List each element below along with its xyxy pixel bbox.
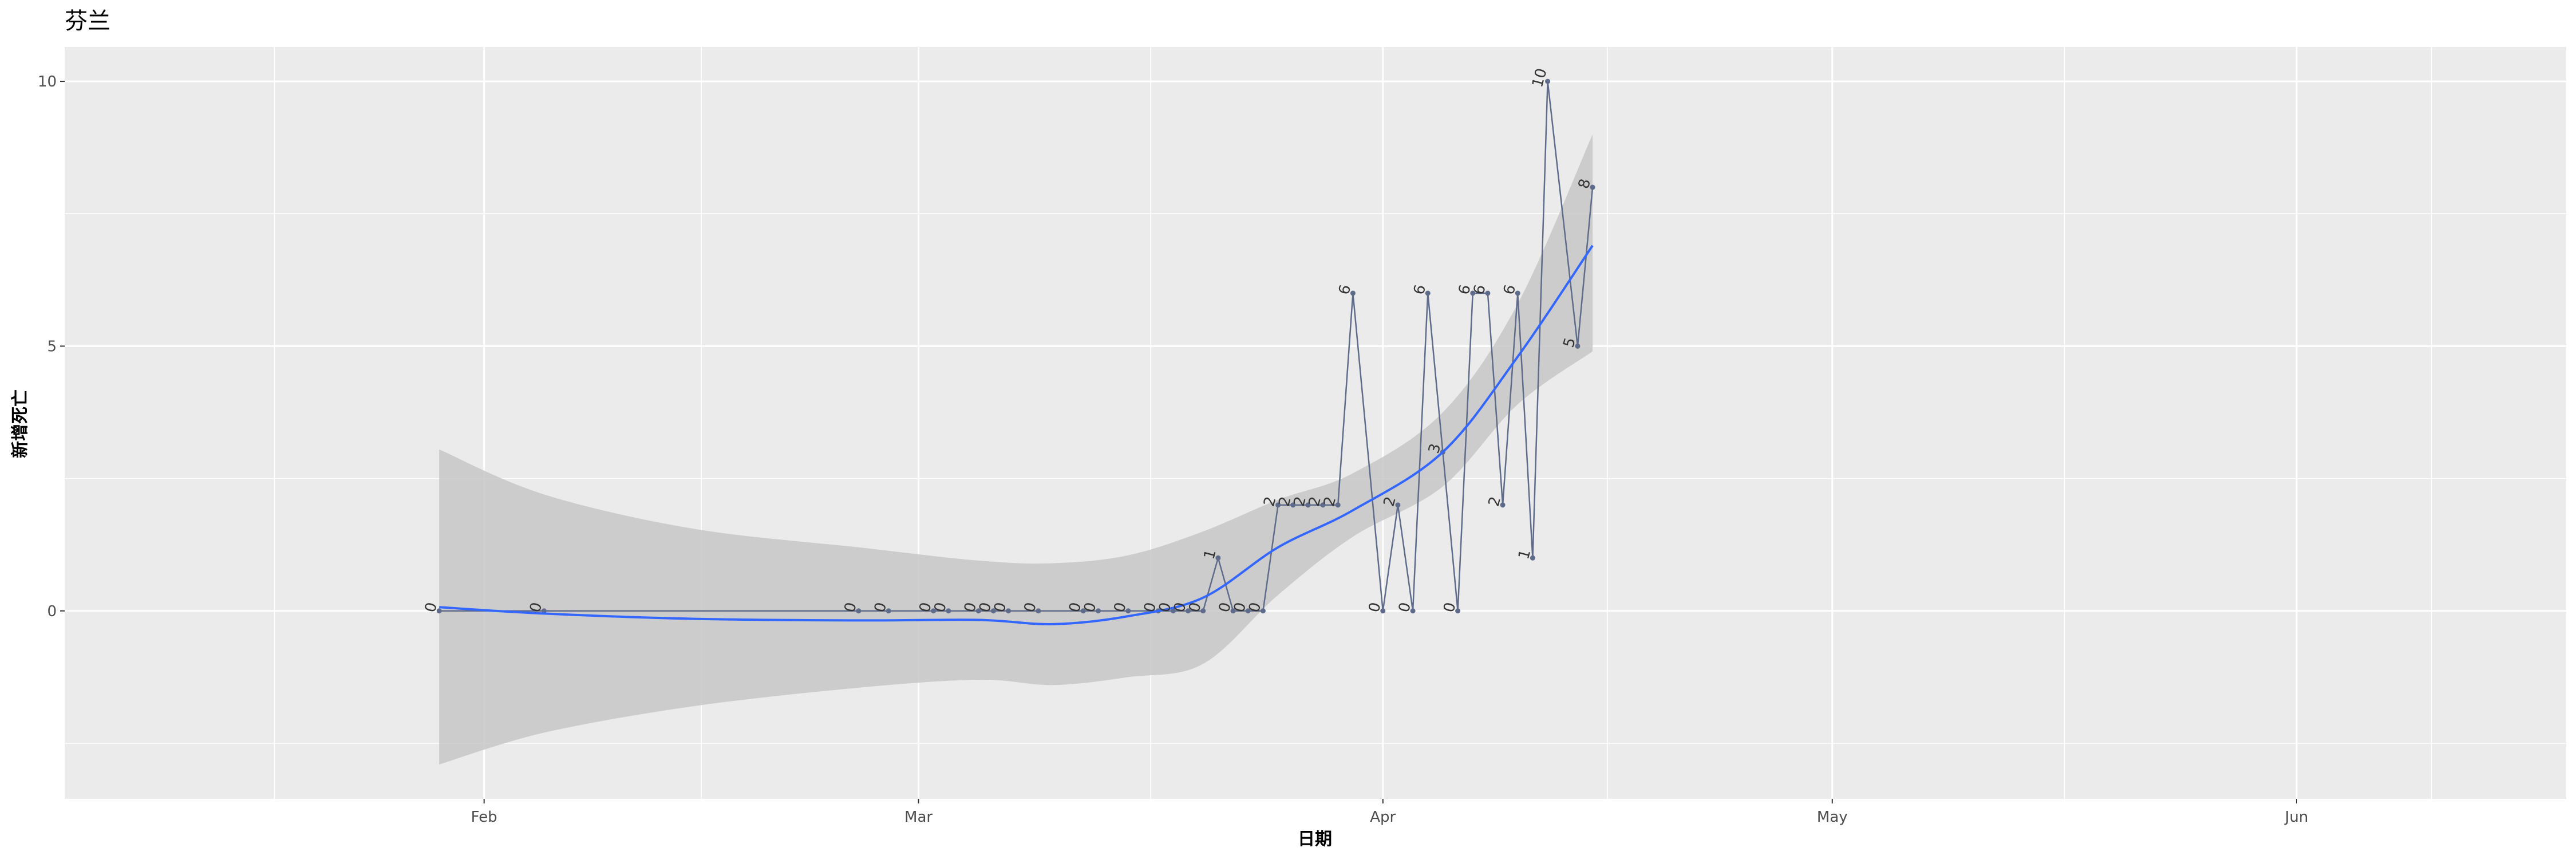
- data-label: 6: [1411, 283, 1429, 297]
- data-label: 0: [1440, 601, 1459, 614]
- data-label: 6: [1336, 283, 1354, 297]
- data-point: [1275, 502, 1281, 508]
- data-label: 0: [1156, 601, 1175, 614]
- confidence-ribbon: [439, 134, 1593, 765]
- data-point: [1425, 290, 1431, 296]
- data-label: 2: [1321, 495, 1340, 509]
- x-tick-label: Feb: [471, 809, 497, 826]
- data-point: [1590, 184, 1595, 190]
- data-point: [931, 608, 937, 614]
- data-label: 2: [1306, 495, 1325, 509]
- data-labels: 0 0 0 0 00 000 0 00 0 000010002222260206306626110…: [422, 66, 1594, 614]
- data-point: [1500, 502, 1506, 508]
- data-label: 2: [1381, 495, 1400, 509]
- data-point: [1575, 343, 1581, 349]
- data-point: [1335, 502, 1341, 508]
- data-label: 2: [1275, 495, 1294, 509]
- chart-title: 芬兰: [65, 8, 110, 34]
- data-point: [1125, 608, 1131, 614]
- y-tick-label: 0: [47, 603, 57, 620]
- data-label: 0: [991, 601, 1010, 614]
- data-point: [1470, 290, 1476, 296]
- data-point: [856, 608, 862, 614]
- data-label: 2: [1485, 495, 1504, 509]
- data-label: 0: [931, 601, 950, 614]
- x-axis-title: 日期: [1298, 829, 1332, 849]
- data-point: [990, 608, 996, 614]
- data-point: [1260, 608, 1266, 614]
- data-label: 0: [1365, 601, 1384, 614]
- data-point: [1200, 608, 1206, 614]
- data-label: 0: [1171, 601, 1190, 614]
- data-label: 0: [1396, 601, 1415, 614]
- data-point: [1485, 290, 1491, 296]
- data-point: [1545, 78, 1551, 84]
- data-point: [436, 608, 442, 614]
- data-label: 2: [1261, 495, 1279, 509]
- data-label: 0: [841, 601, 860, 614]
- data-label: 0: [1066, 601, 1085, 614]
- data-label: 6: [1455, 283, 1474, 297]
- data-point: [1410, 608, 1416, 614]
- x-tick-label: Jun: [2284, 809, 2309, 826]
- data-label: 0: [1216, 601, 1235, 614]
- data-label: 0: [871, 601, 890, 614]
- data-point: [886, 608, 891, 614]
- data-label: 0: [976, 601, 995, 614]
- data-point: [1350, 290, 1356, 296]
- y-axis: 0 5 10: [38, 73, 65, 620]
- data-point: [1230, 608, 1236, 614]
- data-label: 0: [1021, 601, 1040, 614]
- y-tick-label: 10: [38, 73, 57, 90]
- data-label: 0: [1081, 601, 1100, 614]
- data-label: 0: [1231, 601, 1250, 614]
- data-point: [946, 608, 951, 614]
- data-point: [1186, 608, 1191, 614]
- data-label: 0: [1141, 601, 1160, 614]
- data-label: 0: [1246, 601, 1265, 614]
- data-point: [1530, 555, 1535, 561]
- data-point: [1395, 502, 1401, 508]
- data-label: 1: [1515, 547, 1534, 561]
- x-axis: Feb Mar Apr May Jun: [471, 799, 2309, 826]
- data-point: [975, 608, 981, 614]
- data-label: 0: [961, 601, 980, 614]
- data-point: [1380, 608, 1386, 614]
- y-axis-title: 新增死亡: [10, 389, 30, 458]
- data-label: 6: [1471, 283, 1490, 297]
- data-point: [1096, 608, 1101, 614]
- data-point: [1515, 290, 1520, 296]
- data-point: [1305, 502, 1311, 508]
- data-label: 0: [916, 601, 935, 614]
- data-label: 0: [527, 601, 546, 614]
- data-label: 0: [1111, 601, 1130, 614]
- data-label: 2: [1291, 495, 1310, 509]
- data-label: 8: [1575, 177, 1594, 191]
- data-point: [1006, 608, 1012, 614]
- data-point: [1036, 608, 1041, 614]
- data-label: 1: [1201, 547, 1220, 561]
- data-point: [1170, 608, 1176, 614]
- data-point: [1080, 608, 1086, 614]
- data-point: [1455, 608, 1461, 614]
- data-point: [1215, 555, 1221, 561]
- data-label: 5: [1560, 336, 1579, 349]
- data-label: 6: [1500, 283, 1519, 297]
- data-label: 3: [1425, 442, 1444, 455]
- data-label: 0: [1186, 601, 1204, 614]
- data-label: 0: [422, 601, 441, 614]
- data-points: [436, 78, 1595, 614]
- x-tick-label: Mar: [904, 809, 933, 826]
- data-point: [1245, 608, 1251, 614]
- data-point: [1290, 502, 1296, 508]
- smooth-line: [439, 245, 1594, 625]
- data-point: [1320, 502, 1326, 508]
- y-tick-label: 5: [47, 338, 57, 355]
- x-tick-label: May: [1817, 809, 1848, 826]
- x-tick-label: Apr: [1370, 809, 1396, 826]
- data-point: [541, 608, 547, 614]
